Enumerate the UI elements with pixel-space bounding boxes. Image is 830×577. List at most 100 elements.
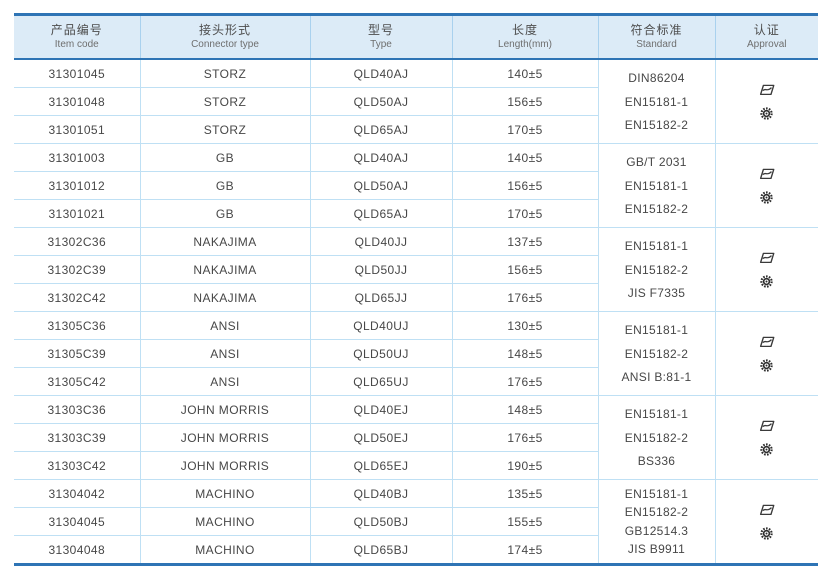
standard-line: EN15182-2	[624, 201, 689, 216]
length-cell: 156±5	[452, 255, 599, 284]
length-cell: 176±5	[452, 367, 599, 396]
column-header-standard: 符合标准 Standard	[598, 14, 716, 60]
length-cell: 135±5	[452, 479, 599, 508]
connector-type-cell: ANSI	[140, 367, 311, 396]
table-row: 31301003 GB QLD40AJ 140±5 GB/T 2031 EN15181-1…	[14, 143, 818, 228]
item-code-cell: 31301048	[14, 87, 141, 116]
item-code-cell: 31303C36	[14, 395, 141, 424]
connector-type-cell: STORZ	[140, 115, 311, 144]
length-cell: 174±5	[452, 535, 599, 565]
table-row: 31304042 MACHINO QLD40BJ 135±5 EN15181-1 EN15…	[14, 479, 818, 565]
header-en-label: Standard	[636, 39, 677, 50]
table-row: 31305C36 ANSI QLD40UJ 130±5 EN15181-1 EN15182…	[14, 311, 818, 396]
standard-line: EN15181-1	[624, 94, 689, 109]
type-cell: QLD65EJ	[310, 451, 453, 480]
item-code-cell: 31303C42	[14, 451, 141, 480]
connector-type-cell: JOHN MORRIS	[140, 423, 311, 452]
swoosh-logo-icon	[758, 502, 776, 517]
item-code-cell: 31301045	[14, 59, 141, 88]
connector-type-cell: MACHINO	[140, 479, 311, 508]
connector-type-cell: ANSI	[140, 339, 311, 368]
type-cell: QLD65AJ	[310, 199, 453, 228]
item-code-cell: 31302C39	[14, 255, 141, 284]
type-cell: QLD40AJ	[310, 59, 453, 88]
connector-type-cell: JOHN MORRIS	[140, 451, 311, 480]
standard-line: JIS F7335	[627, 285, 686, 300]
column-header-item-code: 产品编号 Item code	[14, 14, 141, 60]
gear-seal-icon	[759, 106, 774, 121]
length-cell: 156±5	[452, 87, 599, 116]
standard-cell: EN15181-1 EN15182-2 GB12514.3 JIS B9911	[598, 479, 716, 565]
approval-cell	[715, 479, 818, 565]
connector-type-cell: GB	[140, 199, 311, 228]
swoosh-logo-icon	[758, 82, 776, 97]
standard-cell: DIN86204 EN15181-1 EN15182-2	[598, 59, 716, 144]
standard-line: EN15182-2	[624, 262, 689, 277]
standard-cell: EN15181-1 EN15182-2 JIS F7335	[598, 227, 716, 312]
swoosh-logo-icon	[758, 166, 776, 181]
header-cn-label: 符合标准	[630, 23, 683, 37]
table-row: 31301045 STORZ QLD40AJ 140±5 DIN86204 EN15181…	[14, 59, 818, 144]
header-cn-label: 认证	[753, 23, 780, 37]
header-en-label: Length(mm)	[498, 39, 552, 50]
type-cell: QLD40UJ	[310, 311, 453, 340]
table-row: 31301021 GB QLD65AJ 170±5	[14, 199, 818, 228]
table-row: 31302C36 NAKAJIMA QLD40JJ 137±5 EN15181-1 EN1…	[14, 227, 818, 312]
type-cell: QLD50AJ	[310, 171, 453, 200]
product-catalog-table-wrap: 产品编号 Item code 接头形式 Connector type 型号 Ty…	[14, 13, 818, 566]
connector-type-cell: STORZ	[140, 59, 311, 88]
length-cell: 170±5	[452, 115, 599, 144]
table-row: 31302C42 NAKAJIMA QLD65JJ 176±5	[14, 283, 818, 312]
header-en-label: Item code	[54, 39, 99, 50]
column-header-type: 型号 Type	[310, 14, 453, 60]
item-code-cell: 31305C36	[14, 311, 141, 340]
column-header-length: 长度 Length(mm)	[452, 14, 599, 60]
column-header-approval: 认证 Approval	[715, 14, 818, 60]
type-cell: QLD65JJ	[310, 283, 453, 312]
length-cell: 156±5	[452, 171, 599, 200]
type-cell: QLD65BJ	[310, 535, 453, 565]
standard-line: EN15181-1	[624, 239, 689, 254]
swoosh-logo-icon	[758, 250, 776, 265]
table-header: 产品编号 Item code 接头形式 Connector type 型号 Ty…	[14, 14, 818, 60]
length-cell: 130±5	[452, 311, 599, 340]
table-row: 31301012 GB QLD50AJ 156±5	[14, 171, 818, 200]
item-code-cell: 31304045	[14, 507, 141, 536]
connector-type-cell: ANSI	[140, 311, 311, 340]
gear-seal-icon	[759, 442, 774, 457]
approval-cell	[715, 143, 818, 228]
column-header-connector-type: 接头形式 Connector type	[140, 14, 311, 60]
type-cell: QLD40BJ	[310, 479, 453, 508]
type-cell: QLD50JJ	[310, 255, 453, 284]
header-en-label: Type	[370, 39, 392, 50]
length-cell: 140±5	[452, 143, 599, 172]
connector-type-cell: JOHN MORRIS	[140, 395, 311, 424]
item-code-cell: 31305C42	[14, 367, 141, 396]
length-cell: 137±5	[452, 227, 599, 256]
swoosh-logo-icon	[758, 334, 776, 349]
header-cn-label: 长度	[511, 23, 538, 37]
table-row: 31302C39 NAKAJIMA QLD50JJ 156±5	[14, 255, 818, 284]
standard-line: JIS B9911	[627, 542, 686, 557]
type-cell: QLD50AJ	[310, 87, 453, 116]
connector-type-cell: MACHINO	[140, 507, 311, 536]
length-cell: 170±5	[452, 199, 599, 228]
type-cell: QLD65AJ	[310, 115, 453, 144]
connector-type-cell: GB	[140, 171, 311, 200]
connector-type-cell: MACHINO	[140, 535, 311, 565]
type-cell: QLD40JJ	[310, 227, 453, 256]
length-cell: 155±5	[452, 507, 599, 536]
standard-cell: EN15181-1 EN15182-2 BS336	[598, 395, 716, 480]
header-cn-label: 产品编号	[50, 23, 103, 37]
standard-line: EN15182-2	[624, 117, 689, 132]
table-row: 31303C42 JOHN MORRIS QLD65EJ 190±5	[14, 451, 818, 480]
type-cell: QLD65UJ	[310, 367, 453, 396]
table-row: 31304045 MACHINO QLD50BJ 155±5	[14, 507, 818, 536]
standard-line: EN15181-1	[624, 407, 689, 422]
header-cn-label: 型号	[367, 23, 394, 37]
length-cell: 176±5	[452, 283, 599, 312]
type-cell: QLD50UJ	[310, 339, 453, 368]
type-cell: QLD40EJ	[310, 395, 453, 424]
standard-line: GB/T 2031	[626, 155, 687, 170]
item-code-cell: 31301012	[14, 171, 141, 200]
